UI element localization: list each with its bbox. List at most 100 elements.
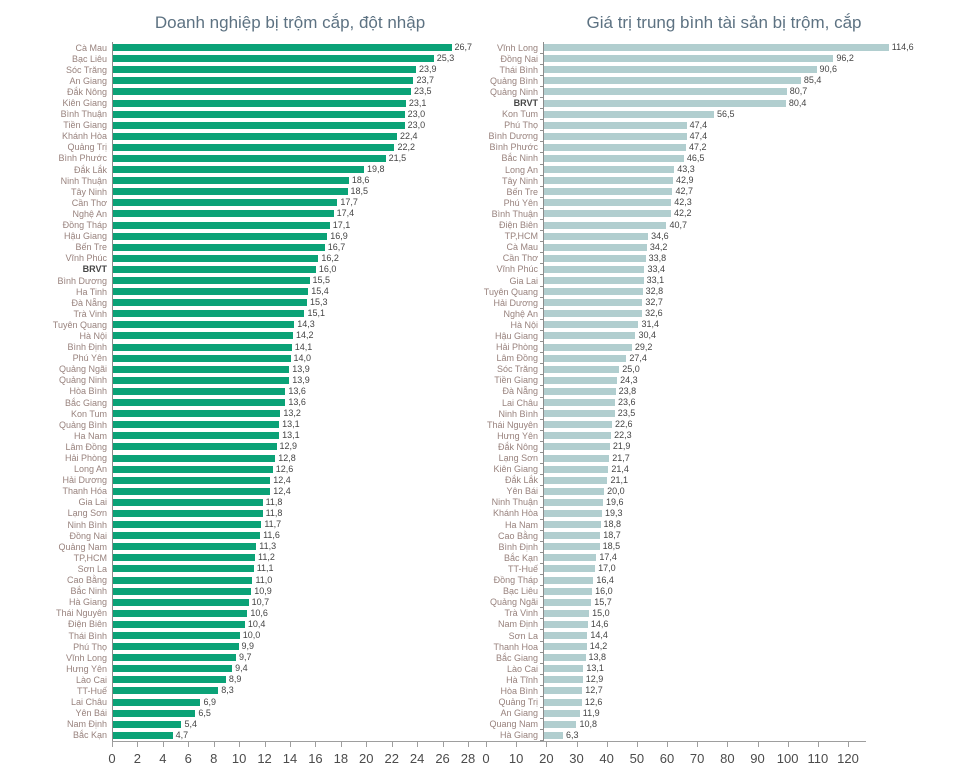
bar-row: Long An 43,3: [423, 164, 960, 176]
bar-row: Hà Giang 10,7: [0, 596, 480, 608]
bar: [113, 476, 271, 484]
axis-tick: [417, 741, 419, 747]
category-label: Phú Yên: [503, 197, 538, 208]
bar: [544, 709, 580, 717]
bar-track: 23,0: [112, 119, 468, 131]
bar-track: 12,4: [112, 485, 468, 497]
bar-row: Cần Thơ 17,7: [0, 197, 480, 209]
bar-track: 85,4: [540, 75, 905, 87]
value-label: 34,2: [649, 241, 668, 252]
category-label: Ha Nam: [73, 430, 107, 441]
bar-row: Đắk Lắk 21,1: [423, 474, 960, 487]
bar-row: Hà Tĩnh 12,9: [423, 674, 960, 687]
bar: [113, 365, 290, 373]
bar-row: Bình Định 18,5: [423, 541, 960, 553]
category-label: Gia Lai: [509, 275, 538, 286]
bar-row: Hòa Bình 13,6: [0, 385, 480, 397]
category-label: Bình Thuận: [491, 208, 538, 219]
bar-row: Đồng Nai 11,6: [0, 530, 480, 542]
bar-track: 18,8: [540, 519, 905, 531]
axis-tick: [290, 741, 291, 747]
bar-row: Sóc Trăng 25,0: [423, 363, 960, 376]
bar-track: 30,4: [540, 330, 905, 343]
axis-tick-label: 0: [482, 750, 490, 766]
axis-tick: [546, 741, 548, 747]
value-label: 114,6: [891, 42, 914, 53]
axis-tick-label: 16: [308, 750, 323, 766]
value-label: 15,7: [594, 596, 612, 607]
value-label: 14,6: [590, 618, 609, 629]
bar-row: Vĩnh Phúc 33,4: [423, 263, 960, 276]
bar-track: 15,3: [112, 297, 468, 309]
bar: [544, 410, 615, 418]
bar-track: 12,9: [112, 441, 468, 453]
category-label: Hưng Yên: [66, 663, 107, 674]
axis-tick: [468, 741, 469, 747]
value-label: 23,1: [408, 97, 427, 108]
value-label: 19,8: [367, 164, 385, 175]
bar: [113, 587, 252, 595]
bar: [113, 543, 257, 551]
bar-track: 114,6: [540, 42, 914, 54]
bar-track: 14,4: [540, 629, 905, 642]
bar-row: Cà Mau 26,7: [0, 42, 480, 54]
bar: [544, 221, 667, 229]
bar-row: Bình Dương 47,4: [423, 130, 960, 143]
bar-row: Hải Dương 12,4: [0, 474, 480, 486]
bar: [544, 543, 600, 551]
bar-track: 40,7: [540, 219, 905, 232]
category-label: Kon Tum: [501, 109, 538, 120]
category-label: Bình Định: [67, 342, 107, 353]
bar: [544, 720, 577, 728]
value-label: 12,8: [278, 452, 296, 463]
value-label: 22,3: [614, 430, 632, 441]
category-label: Bến Tre: [506, 186, 538, 197]
value-label: 32,6: [645, 308, 663, 319]
axis-tick: [516, 741, 518, 747]
bar-track: 22,3: [540, 430, 905, 442]
bar: [113, 188, 348, 196]
bar-row: Lào Cai 13,1: [423, 663, 960, 675]
bar-row: Nghệ An 32,6: [423, 308, 960, 320]
bar-row: Bạc Liêu 25,3: [0, 53, 480, 65]
category-label: Lai Châu: [70, 697, 107, 708]
axis-tick-label: 10: [231, 750, 247, 766]
bar-row: Ninh Thuận 18,6: [0, 175, 480, 187]
axis-tick-label: 4: [159, 750, 167, 766]
bar-track: 5,4: [112, 718, 468, 730]
category-label: Ninh Thuận: [491, 497, 538, 508]
value-label: 47,4: [689, 119, 708, 130]
bar-track: 14,0: [112, 352, 468, 364]
category-label: Bến Tre: [75, 242, 107, 253]
bar: [113, 399, 286, 407]
axis-tick-label: 80: [720, 750, 735, 766]
value-label: 11,3: [259, 541, 277, 552]
axis-tick-label: 14: [282, 750, 298, 766]
bar-track: 22,4: [112, 130, 468, 142]
value-label: 12,6: [584, 696, 603, 707]
axis-tick-label: 50: [629, 750, 645, 766]
bar: [113, 565, 254, 573]
bar-track: 10,0: [112, 629, 468, 642]
bar: [544, 243, 647, 251]
bar: [544, 565, 596, 573]
bar-row: Cao Bằng 18,7: [423, 530, 960, 542]
category-label: Bắc Ninh: [70, 586, 107, 597]
value-label: 14,4: [590, 630, 608, 641]
bar: [113, 532, 261, 540]
category-label: Hà Tĩnh: [506, 674, 538, 685]
bar-track: 47,4: [540, 130, 905, 143]
bar: [113, 44, 452, 52]
bar: [544, 210, 671, 218]
axis-tick-label: 22: [384, 750, 399, 766]
bar-track: 23,5: [112, 86, 468, 98]
category-label: Đồng Nai: [500, 53, 538, 64]
category-label: TP,HCM: [73, 552, 107, 563]
category-label: Đắk Lắk: [73, 164, 107, 175]
axis-tick: [112, 741, 113, 747]
bar: [544, 277, 644, 285]
bar-track: 13,2: [112, 408, 468, 420]
bar-row: Điện Biên 10,4: [0, 618, 480, 630]
value-label: 18,5: [602, 541, 621, 552]
value-label: 14,2: [296, 330, 314, 341]
